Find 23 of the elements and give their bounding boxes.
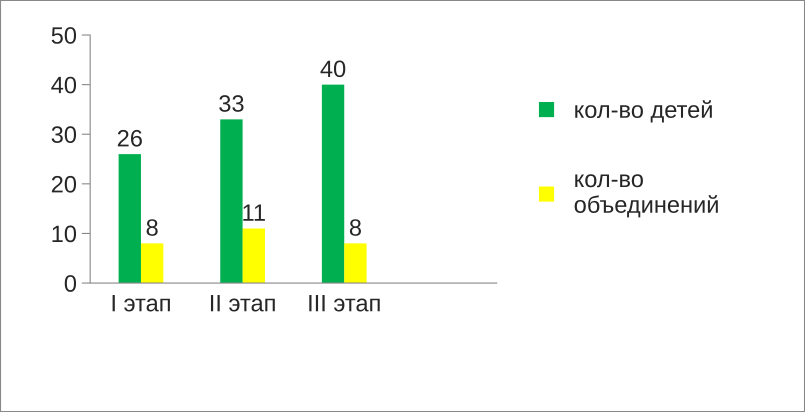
- data-label: 40: [320, 60, 346, 78]
- data-label: 11: [243, 204, 265, 221]
- data-label: 33: [219, 95, 244, 112]
- x-tick-label: I этап: [112, 295, 170, 312]
- bar: [140, 243, 164, 284]
- bar: [344, 243, 367, 284]
- y-tick-label: 50: [52, 27, 76, 44]
- y-tick-label: 10: [52, 226, 76, 242]
- legend-label: кол-во детей: [575, 100, 712, 122]
- y-tick-label: 30: [52, 126, 76, 144]
- y-tick-label: 40: [51, 76, 76, 94]
- y-tick-label: 20: [52, 176, 76, 193]
- data-label: 26: [118, 130, 142, 147]
- x-tick-label: III этап: [309, 295, 380, 312]
- legend-label: кол-во объединений: [574, 174, 718, 218]
- data-label: 8: [146, 219, 158, 236]
- bar: [322, 84, 344, 284]
- y-tick-label: 0: [64, 275, 76, 292]
- bar: [242, 228, 265, 284]
- x-tick-label: II этап: [210, 295, 275, 312]
- data-label: 8: [350, 219, 361, 236]
- bar: [220, 119, 243, 284]
- bar: [118, 154, 141, 284]
